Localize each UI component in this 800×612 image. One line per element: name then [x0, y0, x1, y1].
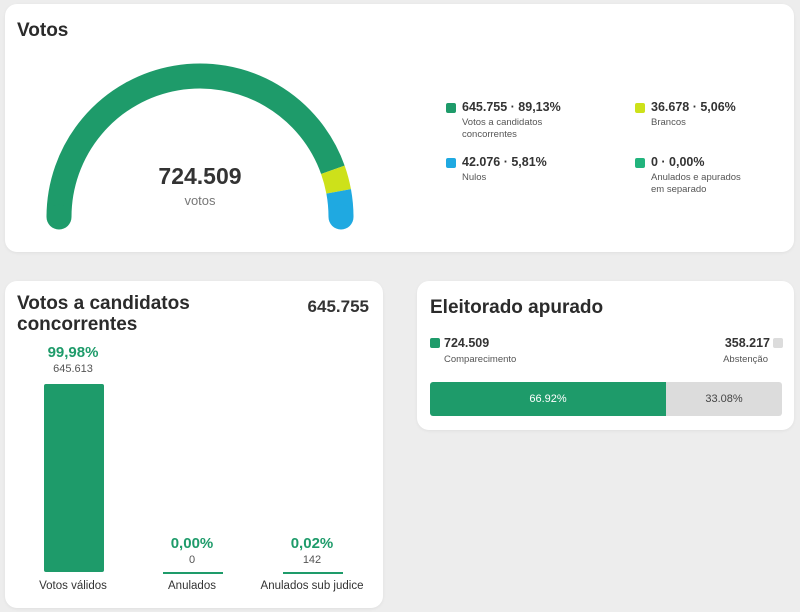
bar-percentage: 0,02% [290, 535, 334, 552]
bar-percentage: 99,98% [47, 344, 99, 361]
comparecimento-value: 724.509 [444, 336, 490, 350]
bar-count: 645.613 [53, 363, 93, 375]
bar-anulados [163, 572, 223, 574]
comparecimento-bar: 66.92% [430, 382, 666, 416]
comparecimento-label: Comparecimento [444, 354, 517, 365]
eleitorado-title: Eleitorado apurado [430, 297, 604, 318]
candidatos-card: Votos a candidatos concorrentes 645.755 … [5, 281, 383, 608]
comparecimento-swatch [430, 338, 440, 348]
legend-desc-line: concorrentes [462, 128, 517, 140]
bar-subjudice [283, 572, 343, 574]
legend-swatch [446, 103, 456, 113]
legend-description: Votos a candidatos concorrentes [462, 117, 542, 140]
eleitorado-card: Eleitorado apurado 724.509 Compareciment… [417, 281, 794, 430]
legend-swatch [635, 158, 645, 168]
legend-value: 645.755 · 89,13% [462, 100, 561, 114]
votos-card: Votos 724.509 votos 645.755 · 89,13% Vot… [5, 4, 794, 252]
candidatos-total: 645.755 [307, 297, 369, 316]
gauge-unit-label: votos [184, 193, 216, 208]
bar-percentage: 0,00% [170, 535, 214, 552]
legend-desc-line: Nulos [462, 172, 487, 183]
legend-desc-line: Brancos [651, 117, 686, 128]
legend-swatch [446, 158, 456, 168]
legend-swatch [635, 103, 645, 113]
legend-desc-line: em separado [651, 183, 707, 195]
legend-value: 36.678 · 5,06% [651, 100, 736, 114]
bar-validos [44, 384, 104, 572]
candidatos-title-line: concorrentes [17, 314, 138, 335]
bar-label-validos: Votos válidos [39, 580, 107, 592]
bar-header-validos: 99,98% 645.613 [34, 344, 112, 375]
bar-label-subjudice: Anulados sub judice [260, 580, 364, 592]
abstencao-swatch [773, 338, 783, 348]
gauge-cap-validos [46, 204, 72, 230]
gauge-segment-validos [46, 63, 345, 218]
legend-desc-line: Votos a candidatos [462, 117, 543, 128]
legend-description: Nulos [462, 172, 486, 184]
gauge-cap-nulos [328, 204, 354, 230]
legend-value: 0 · 0,00% [651, 155, 705, 169]
candidatos-title-line: Votos a candidatos [17, 293, 190, 314]
legend-description: Anulados e apurados em separado [651, 172, 741, 195]
legend-description: Brancos [651, 117, 686, 129]
gauge-segment-brancos [321, 165, 351, 194]
bar-header-anulados: 0,00% 0 [153, 535, 231, 566]
candidatos-title: Votos a candidatos concorrentes [17, 293, 190, 335]
bar-header-subjudice: 0,02% 142 [273, 535, 351, 566]
legend-desc-line: Anulados e apurados [651, 172, 741, 183]
gauge-total: 724.509 [158, 163, 242, 189]
bar-count: 142 [302, 554, 322, 566]
abstencao-value: 358.217 [724, 336, 770, 350]
bar-count: 0 [188, 554, 196, 566]
bar-label-anulados: Anulados [168, 580, 216, 592]
votos-gauge [46, 63, 354, 230]
abstencao-label: Abstenção [723, 354, 768, 365]
legend-value: 42.076 · 5,81% [462, 155, 547, 169]
votos-title: Votos [17, 20, 69, 41]
abstencao-bar: 33.08% [666, 382, 782, 416]
